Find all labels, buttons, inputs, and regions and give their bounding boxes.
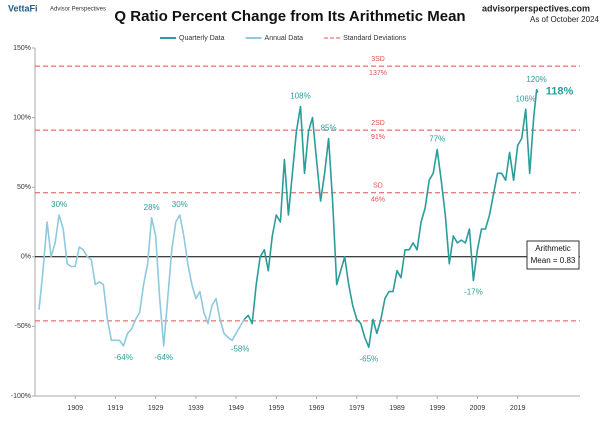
chart-title: Q Ratio Percent Change from Its Arithmet… bbox=[114, 8, 465, 25]
x-tick-label: 1989 bbox=[389, 405, 405, 412]
annotation: 28% bbox=[144, 203, 160, 212]
annotation: -64% bbox=[154, 353, 173, 362]
reference-value: 137% bbox=[369, 70, 387, 77]
reference-label: 2SD bbox=[371, 120, 385, 127]
annotation: 30% bbox=[172, 200, 188, 209]
site: advisorperspectives.com bbox=[482, 3, 590, 13]
annotation: 106% bbox=[515, 94, 535, 103]
reference-label: SD bbox=[373, 183, 383, 190]
reference-label: 3SD bbox=[371, 56, 385, 63]
annotation: 30% bbox=[51, 200, 67, 209]
x-tick-label: 1969 bbox=[309, 405, 325, 412]
x-tick-label: 1999 bbox=[429, 405, 445, 412]
mean-box bbox=[526, 240, 580, 270]
mean-label: Mean = 0.83 bbox=[531, 256, 576, 265]
x-tick-label: 1939 bbox=[188, 405, 204, 412]
x-tick-label: 1919 bbox=[108, 405, 124, 412]
x-tick-label: 2019 bbox=[510, 405, 526, 412]
brand: VettaFi bbox=[8, 3, 38, 13]
x-tick-label: 1929 bbox=[148, 405, 164, 412]
annotation: -64% bbox=[114, 353, 133, 362]
series-line bbox=[38, 214, 245, 347]
y-tick-label: -50% bbox=[15, 323, 31, 330]
series-line bbox=[243, 89, 539, 349]
annotation: -58% bbox=[231, 345, 250, 354]
x-tick-label: 1979 bbox=[349, 405, 365, 412]
annotation: 85% bbox=[321, 124, 337, 133]
brand-sub: Advisor Perspectives bbox=[50, 7, 106, 13]
reference-value: 91% bbox=[371, 134, 385, 141]
legend-label: Standard Deviations bbox=[343, 35, 407, 42]
annotation: 108% bbox=[290, 92, 310, 101]
legend-label: Annual Data bbox=[265, 35, 304, 42]
annotation: 118% bbox=[546, 85, 574, 97]
y-tick-label: 150% bbox=[13, 45, 31, 52]
y-tick-label: 0% bbox=[21, 254, 31, 261]
reference-value: 46% bbox=[371, 197, 385, 204]
annotation: -65% bbox=[359, 354, 378, 363]
mean-label: Arithmetic bbox=[535, 244, 571, 253]
x-tick-label: 1949 bbox=[228, 405, 244, 412]
legend-label: Quarterly Data bbox=[179, 35, 225, 42]
x-tick-label: 1959 bbox=[269, 405, 285, 412]
date: As of October 2024 bbox=[530, 15, 599, 24]
x-tick-label: 1909 bbox=[67, 405, 83, 412]
x-tick-label: 2009 bbox=[470, 405, 486, 412]
annotation: 77% bbox=[429, 135, 445, 144]
y-tick-label: 50% bbox=[17, 184, 31, 191]
annotation: -17% bbox=[464, 288, 483, 297]
annotation: 120% bbox=[526, 75, 546, 84]
y-tick-label: 100% bbox=[13, 114, 31, 121]
y-tick-label: -100% bbox=[11, 393, 31, 400]
